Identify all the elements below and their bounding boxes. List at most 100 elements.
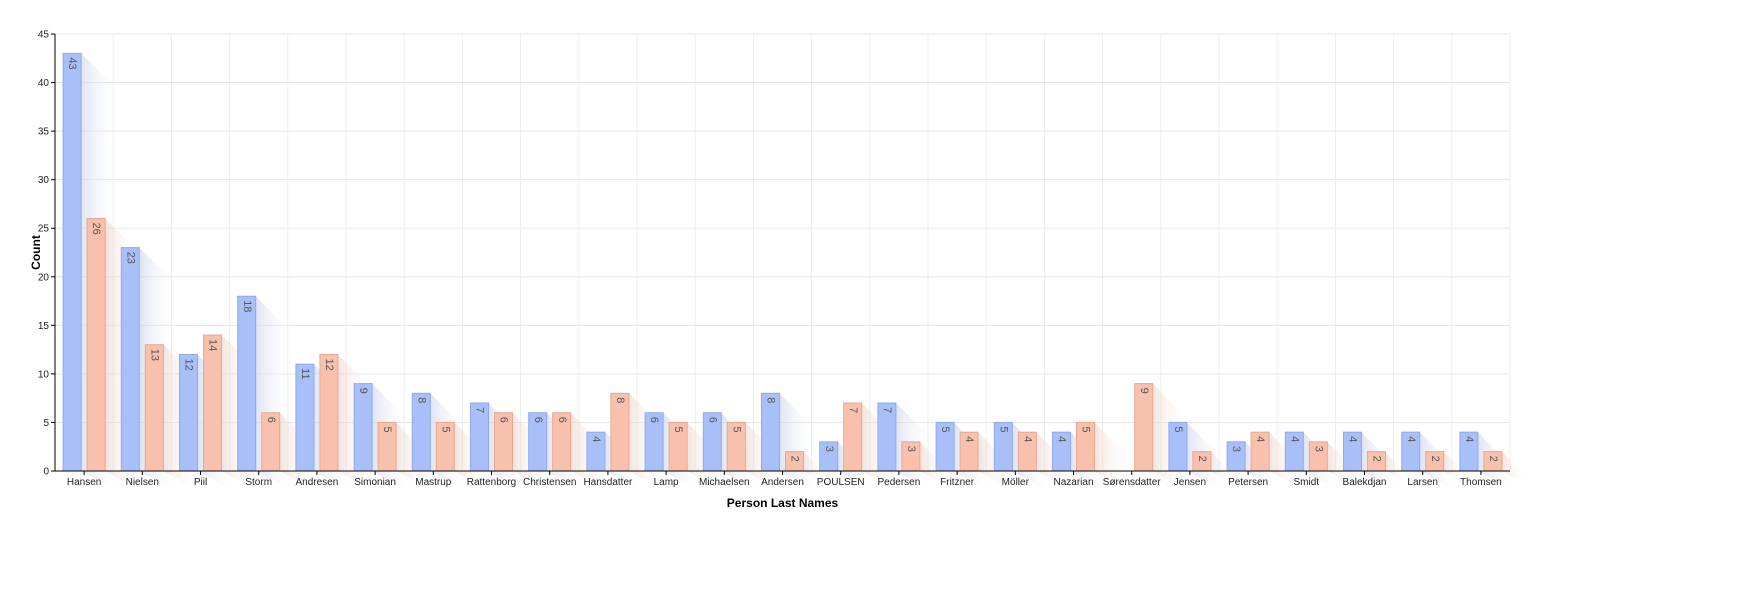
bar-value-label: 4 (1254, 436, 1266, 442)
bar (761, 392, 780, 472)
bar-value-label: 4 (1405, 436, 1417, 442)
bar (319, 353, 339, 472)
bar (470, 402, 489, 472)
bar-shadow (1443, 451, 1468, 484)
bar (144, 344, 164, 472)
x-tick-label: Larsen (1407, 477, 1438, 488)
x-tick-label: Sørensdatter (1103, 477, 1161, 488)
bar (610, 392, 630, 472)
x-tick-label: Hansdatter (583, 477, 633, 488)
bar-shadow (803, 451, 827, 484)
x-tick-label: Michaelsen (699, 477, 750, 488)
x-tick-label: Simonian (354, 477, 396, 488)
bar-value-label: 9 (357, 388, 369, 394)
y-tick-label: 40 (38, 78, 50, 89)
bar-shadow (1094, 422, 1133, 492)
bar-value-label: 6 (648, 417, 660, 423)
x-tick-label: Fritzner (940, 477, 975, 488)
bar-value-label: 5 (939, 426, 951, 432)
x-tick-label: Storm (245, 477, 272, 488)
x-tick-label: Nielsen (126, 477, 159, 488)
y-tick-label: 15 (38, 321, 50, 332)
y-tick-label: 5 (43, 418, 49, 429)
x-tick-label: Möller (1002, 477, 1030, 488)
y-tick-label: 0 (43, 467, 49, 478)
bar-value-label: 26 (90, 223, 102, 235)
y-tick-label: 45 (38, 30, 50, 41)
y-tick-labels: 0 5 10 15 20 25 30 35 40 45 (38, 30, 55, 478)
bar-value-label: 7 (474, 407, 486, 413)
x-tick-label: Pedersen (877, 477, 920, 488)
bar-value-label: 5 (997, 426, 1009, 432)
x-tick-label: Jensen (1174, 477, 1206, 488)
bar-value-label: 4 (1021, 436, 1033, 442)
y-tick-label: 30 (38, 175, 50, 186)
x-tick-label: Piil (194, 477, 207, 488)
bar-value-label: 12 (323, 358, 335, 370)
bar-value-label: 43 (66, 57, 78, 69)
bar-value-label: 2 (789, 456, 801, 462)
bar-value-label: 4 (1056, 436, 1068, 442)
bar (295, 363, 315, 472)
bar-value-label: 2 (1371, 456, 1383, 462)
x-tick-label: Thomsen (1460, 477, 1502, 488)
x-tick-label: Mastrup (415, 477, 452, 488)
bar-value-label: 23 (124, 252, 136, 264)
bar (1134, 383, 1154, 472)
bar (353, 383, 373, 472)
bar-value-label: 4 (1463, 436, 1475, 442)
bar (877, 402, 897, 472)
y-tick-label: 25 (38, 224, 50, 235)
bar-value-label: 6 (706, 417, 718, 423)
x-tick-label: Nazarian (1053, 477, 1093, 488)
x-tick-label: Hansen (67, 477, 101, 488)
bar-shadow (1501, 451, 1526, 484)
bar-value-label: 5 (439, 426, 451, 432)
bar-value-label: 6 (532, 417, 544, 423)
bar (62, 52, 82, 472)
bar-value-label: 5 (381, 426, 393, 432)
x-tick-label: Lamp (654, 477, 679, 488)
bar-value-label: 13 (148, 349, 160, 361)
bar-value-label: 12 (183, 358, 195, 370)
x-tick-label: Petersen (1228, 477, 1268, 488)
x-tick-label: Andresen (295, 477, 338, 488)
bar-value-label: 11 (299, 368, 311, 379)
bar-value-label: 3 (1230, 446, 1242, 452)
bar-value-label: 4 (1288, 436, 1300, 442)
x-tick-label: Balekdjan (1343, 477, 1387, 488)
y-axis-title: Count (29, 235, 43, 270)
bar-value-label: 4 (590, 436, 602, 442)
y-tick-label: 10 (38, 369, 50, 380)
bar-value-label: 8 (614, 397, 626, 403)
bar-value-label: 2 (1196, 456, 1208, 462)
bar-value-label: 8 (765, 397, 777, 403)
bar (120, 247, 140, 472)
bar-value-label: 5 (1080, 426, 1092, 432)
y-tick-label: 35 (38, 127, 50, 138)
bar-value-label: 3 (823, 446, 835, 452)
bar-value-label: 4 (1347, 436, 1359, 442)
bar (203, 334, 222, 472)
bar-value-label: 2 (1429, 456, 1441, 462)
x-tick-label: Rattenborg (467, 477, 516, 488)
bar (843, 402, 863, 472)
bar-value-label: 7 (847, 407, 859, 413)
bar (179, 353, 198, 472)
bar (411, 392, 431, 472)
bar-value-label: 3 (1312, 446, 1324, 452)
bar-value-label: 8 (415, 397, 427, 403)
bar-value-label: 6 (498, 417, 510, 423)
bar-value-label: 14 (207, 339, 219, 351)
bar-shadow (1210, 451, 1235, 484)
x-tick-label: POULSEN (817, 477, 865, 488)
bar-value-label: 5 (672, 426, 684, 432)
bar-value-label: 4 (963, 436, 975, 442)
bar-value-label: 6 (265, 417, 277, 423)
bar (237, 295, 257, 472)
bar-value-label: 5 (1172, 426, 1184, 432)
x-tick-labels: Hansen Nielsen Piil Storm Andresen Simonian Ma… (67, 471, 1502, 488)
x-tick-label: Smidt (1294, 477, 1320, 488)
